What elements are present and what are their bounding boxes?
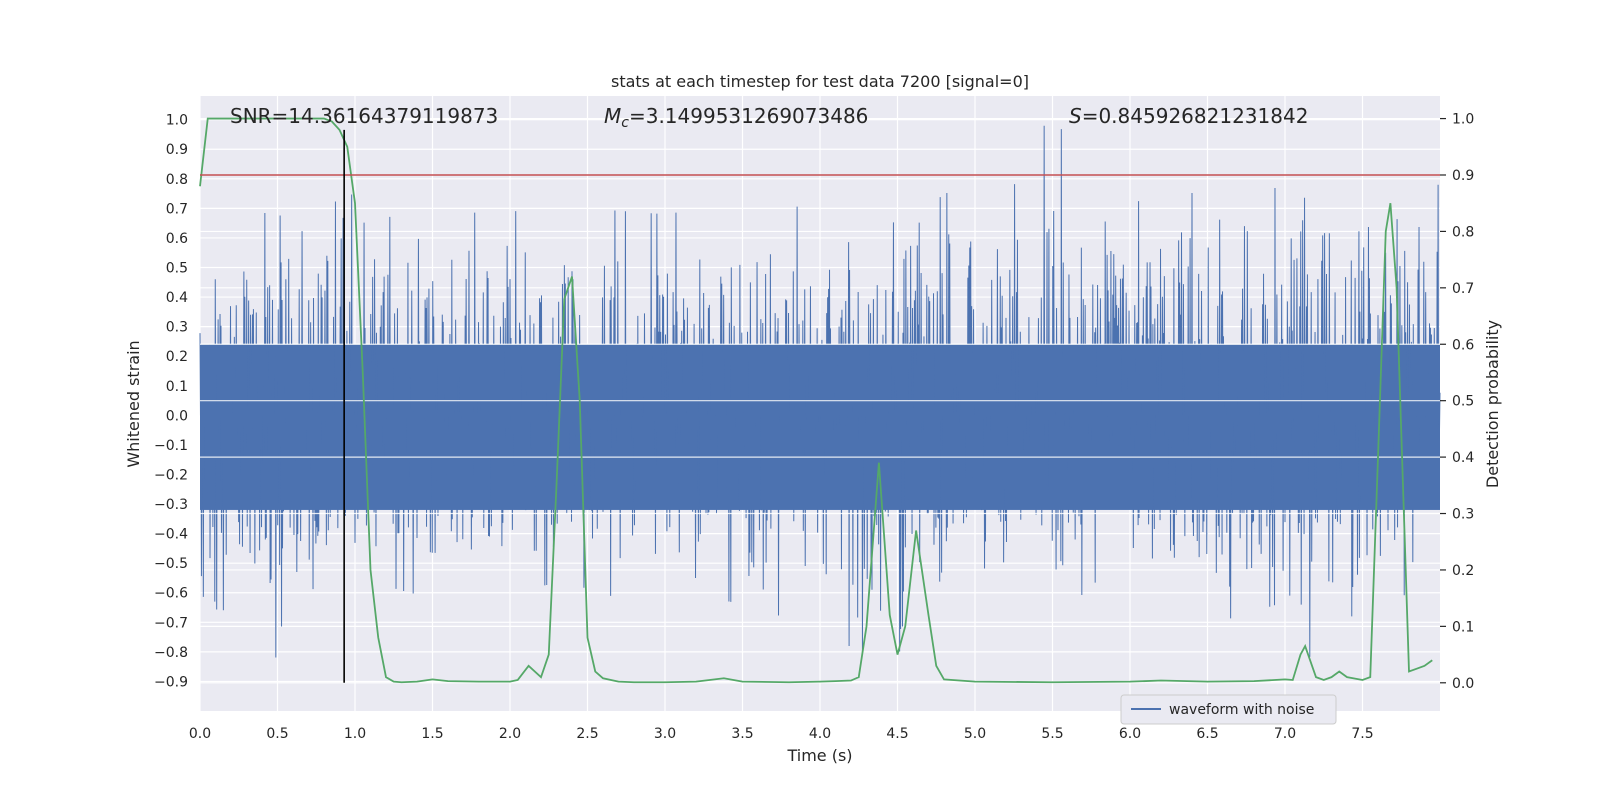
probability-series [199, 117, 1440, 684]
x-axis: 0.0 0.5 1.0 1.5 2.0 2.5 3.0 3.5 4.0 4.5 5.0 5.5 6.0 6… [189, 726, 1374, 742]
x-tick-label: 6.0 [1119, 726, 1141, 742]
x-tick-label: 3.0 [654, 726, 676, 742]
x-axis-label: Time (s) [786, 746, 852, 765]
y-axis-label-right: Detection probability [1483, 320, 1502, 488]
y-left-tick-label: 0.2 [166, 349, 188, 365]
x-tick-label: 7.0 [1274, 726, 1296, 742]
y-left-tick-label: −0.3 [154, 497, 188, 513]
y-left-tick-label: −0.2 [154, 467, 188, 483]
x-tick-label: 0.5 [266, 726, 288, 742]
y-right-tick-label: 0.4 [1452, 450, 1474, 466]
x-tick-label: 0.0 [189, 726, 211, 742]
chart-title: stats at each timestep for test data 720… [611, 72, 1029, 91]
y-right-tick-label: 0.5 [1452, 394, 1474, 410]
y-left-tick-label: 0.8 [166, 172, 188, 188]
y-left-tick-label: 0.1 [166, 379, 188, 395]
y-left-tick-label: −0.4 [154, 527, 188, 543]
y-left-tick-label: −0.8 [154, 645, 188, 661]
s-annotation: S=0.845926821231842 [1069, 104, 1308, 128]
y-left-tick-label: 0.6 [166, 231, 188, 247]
chirp-mass-annotation: Mc=3.1499531269073486 [604, 104, 868, 131]
x-tick-label: 3.5 [731, 726, 753, 742]
waveform-series [199, 125, 1441, 658]
x-tick-label: 2.5 [576, 726, 598, 742]
y-axis-right: 0.0 0.1 0.2 0.3 0.4 0.5 0.6 0.7 0.8 0.9 1.0 [1440, 112, 1474, 692]
y-left-tick-label: 1.0 [166, 113, 188, 129]
waveform-line [199, 125, 1441, 658]
y-left-tick-label: −0.5 [154, 556, 188, 572]
y-left-tick-label: 0.4 [166, 290, 188, 306]
legend-label: waveform with noise [1169, 702, 1314, 718]
x-tick-label: 4.5 [886, 726, 908, 742]
y-right-tick-label: 0.1 [1452, 619, 1474, 635]
x-tick-label: 2.0 [499, 726, 521, 742]
y-left-tick-label: −0.9 [154, 674, 188, 690]
x-tick-label: 6.5 [1196, 726, 1218, 742]
y-left-tick-label: −0.7 [154, 615, 188, 631]
x-tick-label: 5.5 [1041, 726, 1063, 742]
x-tick-label: 7.5 [1351, 726, 1373, 742]
y-left-tick-label: −0.1 [154, 438, 188, 454]
y-left-tick-label: 0.9 [166, 142, 188, 158]
x-tick-label: 1.5 [421, 726, 443, 742]
y-right-tick-label: 0.0 [1452, 676, 1474, 692]
y-right-tick-label: 0.2 [1452, 563, 1474, 579]
legend: waveform with noise [1120, 694, 1337, 725]
y-right-tick-label: 0.3 [1452, 507, 1474, 523]
x-tick-label: 4.0 [809, 726, 831, 742]
y-right-tick-label: 0.9 [1452, 168, 1474, 184]
y-left-tick-label: 0.7 [166, 201, 188, 217]
y-left-tick-label: −0.6 [154, 586, 188, 602]
x-tick-label: 1.0 [344, 726, 366, 742]
y-left-tick-label: 0.3 [166, 320, 188, 336]
probability-line [199, 117, 1433, 684]
y-right-tick-label: 0.8 [1452, 224, 1474, 240]
y-right-tick-label: 0.7 [1452, 281, 1474, 297]
y-right-tick-label: 1.0 [1452, 112, 1474, 128]
x-tick-label: 5.0 [964, 726, 986, 742]
snr-annotation: SNR=14.36164379119873 [230, 104, 498, 128]
legend-box [1120, 694, 1337, 725]
y-left-tick-label: 0.5 [166, 260, 188, 276]
y-left-tick-label: 0.0 [166, 408, 188, 424]
y-right-tick-label: 0.6 [1452, 337, 1474, 353]
y-axis-left: −0.9 −0.8 −0.7 −0.6 −0.5 −0.4 −0.3 −0.2 −0.1 0.0 0… [154, 113, 188, 691]
y-axis-label-left: Whitened strain [124, 340, 143, 467]
